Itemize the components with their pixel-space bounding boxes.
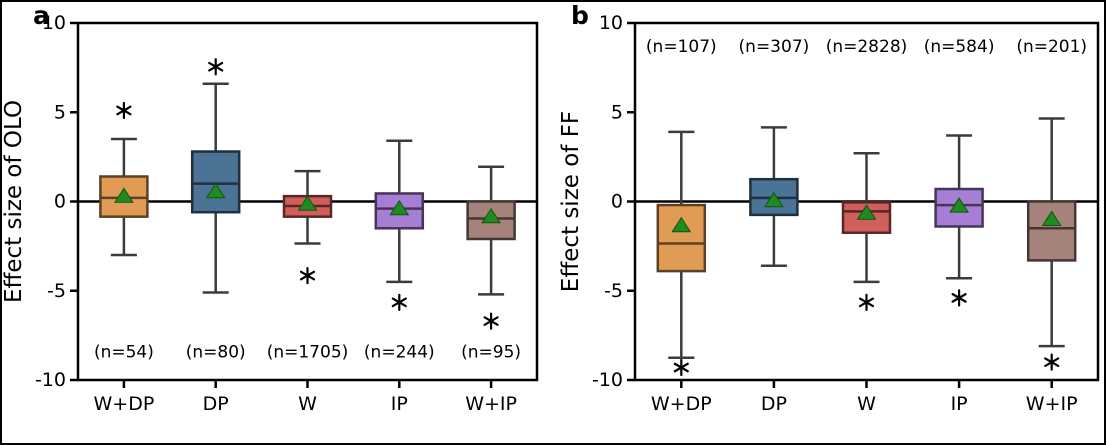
boxplot-box	[466, 200, 516, 241]
sample-size-label: (n=584)	[924, 37, 995, 57]
sample-size-label: (n=201)	[1016, 37, 1087, 57]
y-tick-label: -10	[592, 369, 623, 391]
category-tick-label: DP	[203, 393, 229, 415]
mean-triangle-icon	[205, 182, 226, 199]
mean-triangle-icon	[949, 197, 970, 213]
y-tick-label: 10	[42, 12, 66, 34]
outlier-asterisk-icon	[1044, 357, 1060, 367]
mean-triangle-icon	[113, 187, 134, 203]
y-tick-label: 10	[599, 12, 623, 34]
y-tick-label: 0	[611, 191, 623, 213]
mean-triangle-icon	[1041, 210, 1062, 226]
category-tick-label: IP	[391, 393, 408, 415]
sample-size-label: (n=2828)	[826, 37, 908, 57]
sample-size-label: (n=80)	[186, 342, 246, 362]
category-tick-label: W	[857, 393, 876, 415]
category-tick-label: DP	[761, 393, 787, 415]
sample-size-label: (n=307)	[739, 37, 810, 57]
axis-spine	[633, 21, 1100, 382]
outlier-asterisk-icon	[116, 105, 132, 116]
category-tick-label: W+IP	[1026, 393, 1078, 415]
outlier-asterisk-icon	[299, 270, 316, 281]
boxplot-box	[190, 150, 241, 214]
y-tick-label: -5	[604, 280, 623, 302]
outlier-asterisk-icon	[208, 61, 224, 72]
outlier-asterisk-icon	[673, 362, 689, 373]
category-tick-label: W+IP	[465, 393, 517, 415]
mean-triangle-icon	[297, 195, 318, 211]
y-tick-label: 5	[54, 101, 66, 123]
boxplot-box	[656, 203, 707, 273]
sample-size-label: (n=95)	[461, 342, 521, 362]
mean-triangle-icon	[389, 199, 410, 216]
boxplot-box	[1026, 200, 1077, 262]
sample-size-label: (n=244)	[364, 342, 435, 362]
y-tick-label: -5	[47, 280, 66, 302]
sample-size-label: (n=1705)	[267, 342, 349, 362]
sample-size-label: (n=107)	[646, 37, 717, 57]
axis-spine	[76, 21, 539, 382]
y-tick-label: 5	[611, 101, 623, 123]
mean-triangle-icon	[763, 191, 784, 208]
mean-triangle-icon	[856, 204, 877, 220]
panel-letter: a	[33, 1, 50, 30]
y-tick-label: -10	[35, 369, 66, 391]
outlier-asterisk-icon	[391, 297, 407, 308]
category-tick-label: IP	[951, 393, 968, 415]
y-axis-title: Effect size of OLO	[1, 100, 27, 303]
outlier-asterisk-icon	[483, 316, 499, 326]
mean-triangle-icon	[671, 216, 692, 233]
outlier-asterisk-icon	[951, 293, 967, 303]
y-tick-label: 0	[54, 191, 66, 213]
panel-letter: b	[571, 1, 589, 30]
category-tick-label: W+DP	[94, 393, 155, 415]
outlier-asterisk-icon	[858, 297, 875, 308]
y-axis-title: Effect size of FF	[558, 111, 584, 292]
category-tick-label: W	[298, 393, 317, 415]
category-tick-label: W+DP	[651, 393, 712, 415]
mean-triangle-icon	[481, 207, 502, 224]
sample-size-label: (n=54)	[94, 342, 154, 362]
